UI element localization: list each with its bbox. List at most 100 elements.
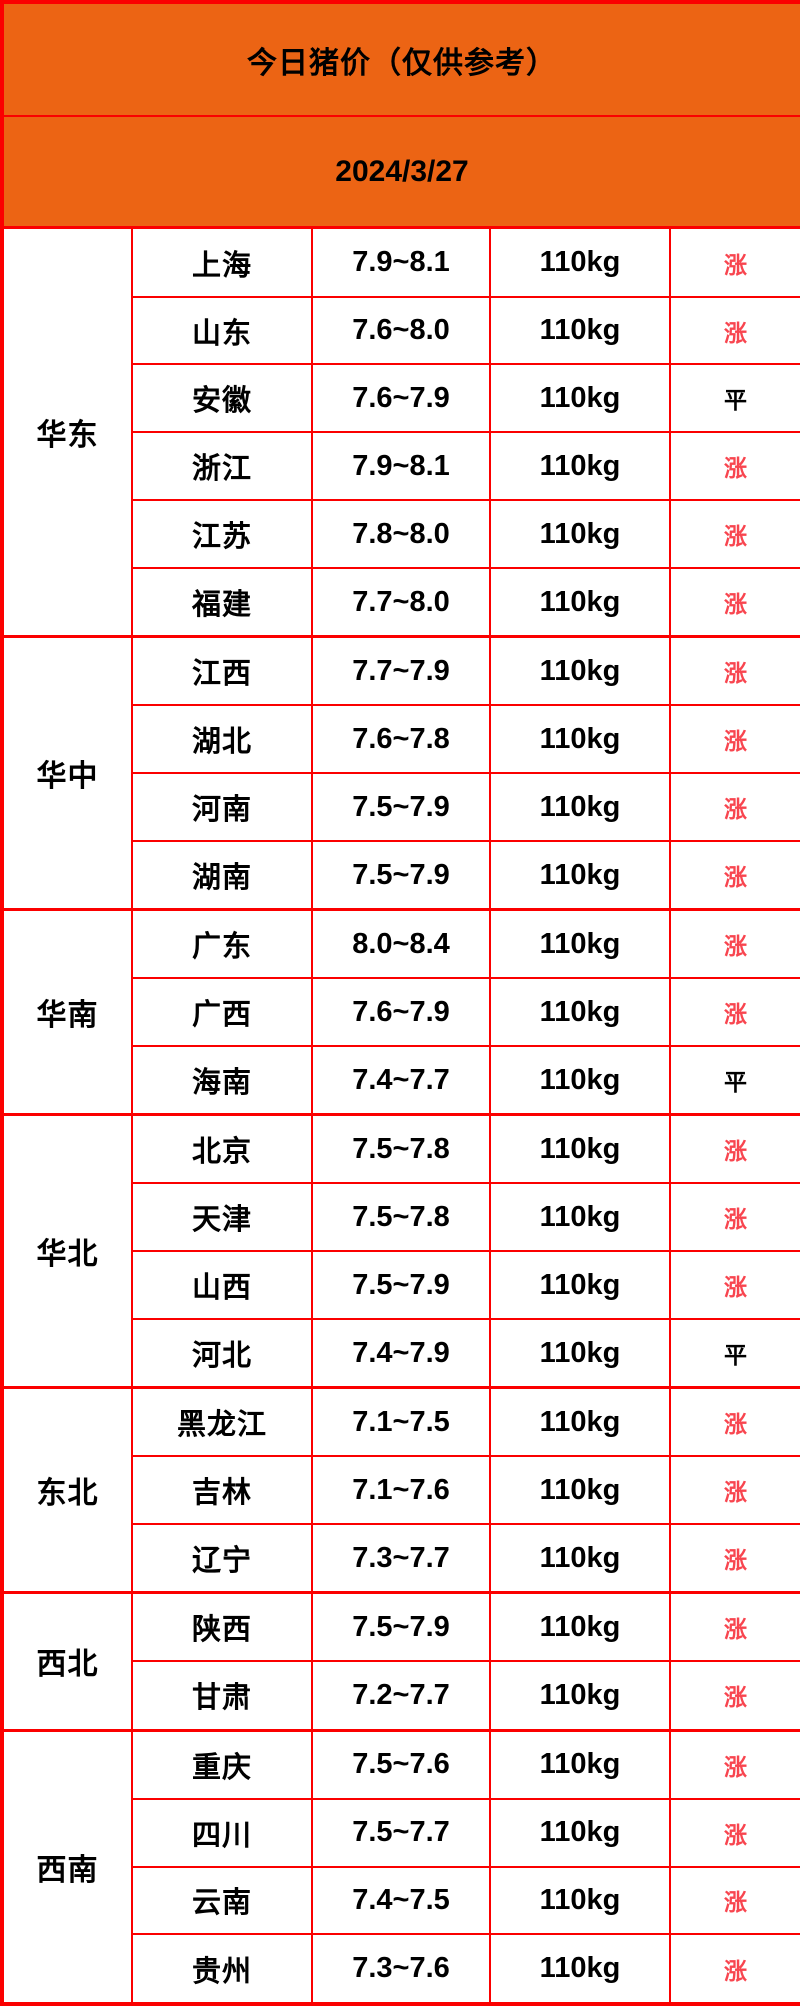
weight-cell: 110kg [489,1591,671,1663]
trend-up-badge: 涨 [668,908,800,980]
price-range-cell: 7.4~7.7 [311,1045,491,1116]
table-row: 海南 7.4~7.7 110kg 平 [2,1045,800,1116]
price-range-cell: 7.6~8.0 [311,295,491,366]
region-cell: 西北 [1,1591,133,1732]
weight-cell: 110kg [489,1045,671,1116]
weight-cell: 110kg [489,567,671,638]
price-range-cell: 7.6~7.9 [311,363,491,434]
province-cell: 江西 [131,635,313,707]
price-range-cell: 8.0~8.4 [311,908,491,980]
page-title: 今日猪价（仅供参考） [0,0,800,118]
trend-up-badge: 涨 [668,567,800,638]
price-range-cell: 7.5~7.9 [311,1250,491,1321]
table-row: 天津 7.5~7.8 110kg 涨 [2,1182,800,1253]
trend-up-badge: 涨 [668,1797,800,1868]
table-row: 华东 上海 7.9~8.1 110kg 涨 [1,226,800,638]
weight-cell: 110kg [489,499,671,570]
table-row: 河北 7.4~7.9 110kg 平 [2,1318,800,1389]
trend-up-badge: 涨 [668,1591,800,1663]
weight-cell: 110kg [489,1728,671,1800]
table-row: 西北 陕西 7.5~7.9 110kg 涨 [1,1591,800,1732]
province-cell: 四川 [131,1797,313,1868]
price-range-cell: 7.5~7.9 [311,1591,491,1663]
weight-cell: 110kg [489,1318,671,1389]
province-cell: 吉林 [131,1455,313,1526]
price-range-cell: 7.5~7.9 [311,772,491,842]
table-row: 云南 7.4~7.5 110kg 涨 [2,1865,800,1936]
trend-up-badge: 涨 [668,295,800,366]
trend-up-badge: 涨 [668,1660,800,1732]
province-cell: 山东 [131,295,313,366]
date-row: 2024/3/27 [0,115,800,229]
province-cell: 黑龙江 [131,1386,313,1458]
weight-cell: 110kg [489,908,671,980]
province-cell: 江苏 [131,499,313,570]
table-row: 华北 北京 7.5~7.8 110kg 涨 [1,1113,800,1389]
table-row: 辽宁 7.3~7.7 110kg 涨 [2,1523,800,1594]
weight-cell: 110kg [489,295,671,366]
weight-cell: 110kg [489,431,671,502]
price-range-cell: 7.9~8.1 [311,431,491,502]
province-cell: 海南 [131,1045,313,1116]
weight-cell: 110kg [489,1660,671,1732]
province-cell: 上海 [131,226,313,298]
price-range-cell: 7.4~7.9 [311,1318,491,1389]
province-cell: 安徽 [131,363,313,434]
table-row: 山东 7.6~8.0 110kg 涨 [2,295,800,366]
table-row: 吉林 7.1~7.6 110kg 涨 [2,1455,800,1526]
province-cell: 北京 [131,1113,313,1185]
trend-up-badge: 涨 [668,1455,800,1526]
weight-cell: 110kg [489,839,671,911]
trend-up-badge: 涨 [668,839,800,911]
trend-up-badge: 涨 [668,431,800,502]
province-cell: 天津 [131,1182,313,1253]
price-range-cell: 7.5~7.9 [311,839,491,911]
weight-cell: 110kg [489,635,671,707]
weight-cell: 110kg [489,1865,671,1936]
province-cell: 河北 [131,1318,313,1389]
table-row: 西南 重庆 7.5~7.6 110kg 涨 [1,1728,800,2005]
trend-flat-badge: 平 [668,1318,800,1389]
weight-cell: 110kg [489,1386,671,1458]
trend-up-badge: 涨 [668,1182,800,1253]
region-cell: 西南 [1,1728,133,2005]
price-range-cell: 7.6~7.9 [311,977,491,1048]
trend-up-badge: 涨 [668,704,800,775]
table-row: 浙江 7.9~8.1 110kg 涨 [2,431,800,502]
table-row: 山西 7.5~7.9 110kg 涨 [2,1250,800,1321]
table-row: 河南 7.5~7.9 110kg 涨 [2,772,800,842]
trend-up-badge: 涨 [668,977,800,1048]
table-header: 今日猪价（仅供参考） 2024/3/27 [0,0,800,229]
province-cell: 贵州 [131,1933,313,2005]
trend-up-badge: 涨 [668,1523,800,1594]
trend-up-badge: 涨 [668,772,800,842]
price-range-cell: 7.5~7.7 [311,1797,491,1868]
table-row: 江苏 7.8~8.0 110kg 涨 [2,499,800,570]
province-cell: 福建 [131,567,313,638]
region-cell: 华东 [1,226,133,638]
price-range-cell: 7.4~7.5 [311,1865,491,1936]
province-cell: 湖北 [131,704,313,775]
province-cell: 陕西 [131,1591,313,1663]
table-row: 贵州 7.3~7.6 110kg 涨 [2,1933,800,2005]
trend-up-badge: 涨 [668,635,800,707]
weight-cell: 110kg [489,1797,671,1868]
price-range-cell: 7.1~7.5 [311,1386,491,1458]
price-range-cell: 7.5~7.8 [311,1182,491,1253]
trend-up-badge: 涨 [668,1250,800,1321]
trend-up-badge: 涨 [668,226,800,298]
province-cell: 重庆 [131,1728,313,1800]
table-row: 湖南 7.5~7.9 110kg 涨 [2,839,800,911]
table-row: 广西 7.6~7.9 110kg 涨 [2,977,800,1048]
region-cell: 华北 [1,1113,133,1389]
trend-up-badge: 涨 [668,1933,800,2005]
table-row: 福建 7.7~8.0 110kg 涨 [2,567,800,638]
province-cell: 广东 [131,908,313,980]
table-row: 华南 广东 8.0~8.4 110kg 涨 [1,908,800,1116]
weight-cell: 110kg [489,1933,671,2005]
province-cell: 山西 [131,1250,313,1321]
weight-cell: 110kg [489,977,671,1048]
weight-cell: 110kg [489,363,671,434]
province-cell: 云南 [131,1865,313,1936]
weight-cell: 110kg [489,704,671,775]
